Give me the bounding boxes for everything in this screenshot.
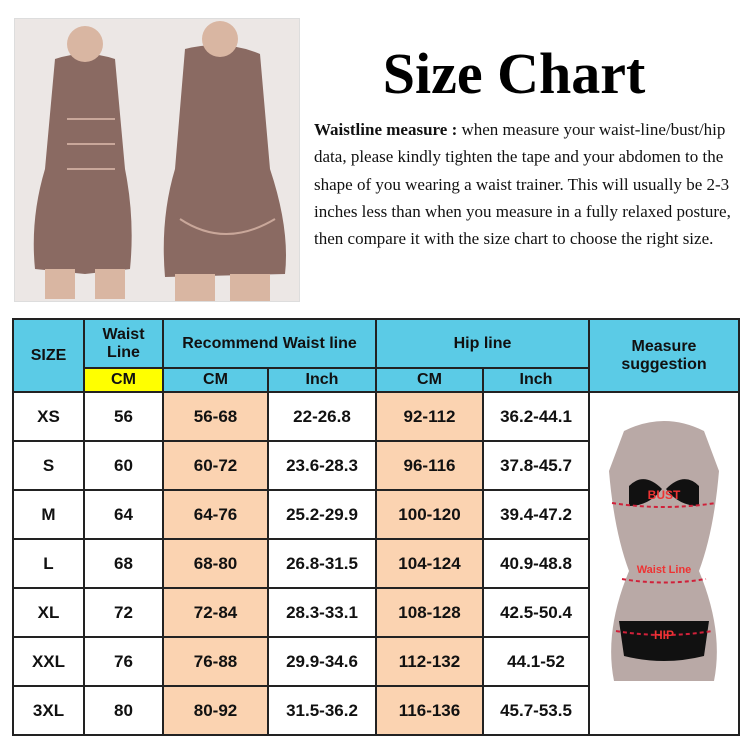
- cell-waist: 68: [83, 538, 164, 589]
- cell-rw-inch: 23.6-28.3: [267, 440, 377, 491]
- cell-hip-cm: 92-112: [375, 391, 484, 442]
- cell-rw-cm: 68-80: [162, 538, 269, 589]
- cell-hip-inch: 39.4-47.2: [482, 489, 590, 540]
- size-chart-table: SIZE Waist Line Recommend Waist line Hip…: [12, 318, 740, 736]
- header-hip-line: Hip line: [375, 318, 590, 369]
- table-row: L 68 68-80 26.8-31.5 104-124 40.9-48.8: [12, 538, 739, 589]
- instruction-text: when measure your waist-line/bust/hip da…: [314, 120, 731, 249]
- cell-rw-cm: 56-68: [162, 391, 269, 442]
- header-recommend-waist: Recommend Waist line: [162, 318, 377, 369]
- measure-suggestion-cell: BUST Waist Line HIP: [588, 391, 740, 736]
- cell-hip-inch: 37.8-45.7: [482, 440, 590, 491]
- header-waist-line: Waist Line: [83, 318, 164, 369]
- cell-hip-inch: 42.5-50.4: [482, 587, 590, 638]
- hip-label: HIP: [654, 628, 674, 642]
- cell-size: 3XL: [12, 685, 85, 736]
- cell-rw-inch: 25.2-29.9: [267, 489, 377, 540]
- bust-label: BUST: [648, 488, 681, 502]
- cell-size: L: [12, 538, 85, 589]
- cell-waist: 64: [83, 489, 164, 540]
- cell-waist: 72: [83, 587, 164, 638]
- cell-hip-inch: 36.2-44.1: [482, 391, 590, 442]
- cell-rw-cm: 76-88: [162, 636, 269, 687]
- header-hip-inch: Inch: [482, 367, 590, 393]
- table-row: XL 72 72-84 28.3-33.1 108-128 42.5-50.4: [12, 587, 739, 638]
- cell-rw-inch: 26.8-31.5: [267, 538, 377, 589]
- cell-hip-inch: 44.1-52: [482, 636, 590, 687]
- measure-instructions: Waistline measure : when measure your wa…: [314, 116, 734, 252]
- cell-rw-inch: 28.3-33.1: [267, 587, 377, 638]
- page-title: Size Chart: [382, 41, 646, 106]
- body-measure-figure: BUST Waist Line HIP: [609, 421, 719, 681]
- cell-size: M: [12, 489, 85, 540]
- cell-hip-inch: 40.9-48.8: [482, 538, 590, 589]
- cell-size: S: [12, 440, 85, 491]
- cell-waist: 60: [83, 440, 164, 491]
- cell-hip-inch: 45.7-53.5: [482, 685, 590, 736]
- cell-hip-cm: 112-132: [375, 636, 484, 687]
- cell-waist: 80: [83, 685, 164, 736]
- table-row: M 64 64-76 25.2-29.9 100-120 39.4-47.2: [12, 489, 739, 540]
- cell-rw-inch: 29.9-34.6: [267, 636, 377, 687]
- header-rw-inch: Inch: [267, 367, 377, 393]
- cell-rw-cm: 64-76: [162, 489, 269, 540]
- cell-rw-cm: 80-92: [162, 685, 269, 736]
- cell-rw-inch: 31.5-36.2: [267, 685, 377, 736]
- cell-hip-cm: 108-128: [375, 587, 484, 638]
- header-waist-cm: CM: [83, 367, 164, 393]
- cell-hip-cm: 100-120: [375, 489, 484, 540]
- header-size: SIZE: [12, 318, 85, 393]
- cell-waist: 56: [83, 391, 164, 442]
- header-rw-cm: CM: [162, 367, 269, 393]
- header-measure-suggestion: Measure suggestion: [588, 318, 740, 393]
- cell-rw-cm: 72-84: [162, 587, 269, 638]
- cell-hip-cm: 96-116: [375, 440, 484, 491]
- cell-waist: 76: [83, 636, 164, 687]
- table-row: XXL 76 76-88 29.9-34.6 112-132 44.1-52: [12, 636, 739, 687]
- cell-size: XXL: [12, 636, 85, 687]
- instruction-label: Waistline measure :: [314, 120, 458, 139]
- cell-rw-inch: 22-26.8: [267, 391, 377, 442]
- waist-label: Waist Line: [637, 564, 692, 576]
- cell-hip-cm: 104-124: [375, 538, 484, 589]
- cell-size: XL: [12, 587, 85, 638]
- cell-hip-cm: 116-136: [375, 685, 484, 736]
- table-row: S 60 60-72 23.6-28.3 96-116 37.8-45.7: [12, 440, 739, 491]
- table-row: 3XL 80 80-92 31.5-36.2 116-136 45.7-53.5: [12, 685, 739, 736]
- cell-rw-cm: 60-72: [162, 440, 269, 491]
- header-hip-cm: CM: [375, 367, 484, 393]
- table-row: XS 56 56-68 22-26.8 92-112 36.2-44.1 BUST Wai…: [12, 391, 740, 736]
- product-photo: [14, 18, 300, 302]
- cell-size: XS: [12, 391, 85, 442]
